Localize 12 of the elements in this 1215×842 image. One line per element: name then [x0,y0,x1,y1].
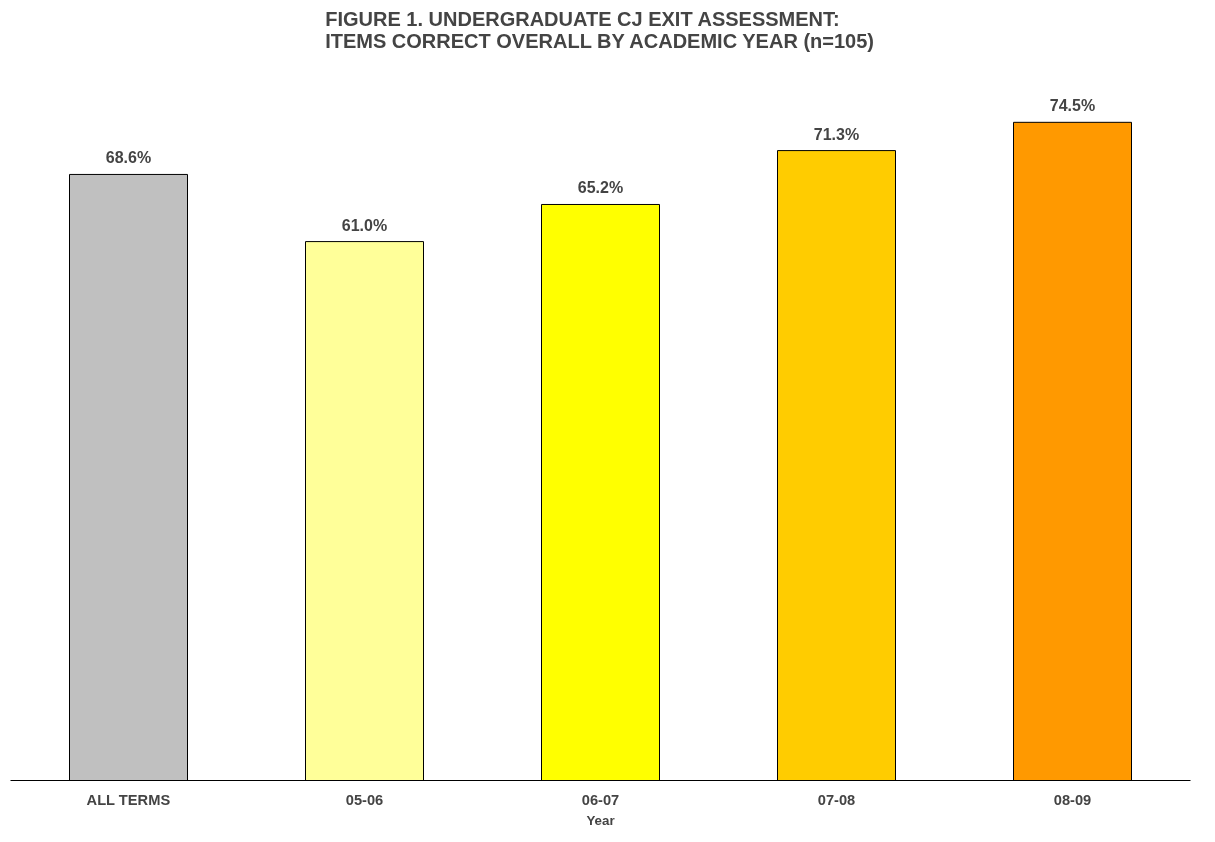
data-label: 71.3% [813,125,860,143]
x-axis-title: Year [586,812,615,828]
x-tick-label: 06-07 [581,791,620,808]
chart-title: FIGURE 1. UNDERGRADUATE CJ EXIT ASSESSMENT: ITEMS CORRECT OVERALL BY ACADEMIC YEAR (n=105) [325,7,874,52]
x-tick-label: 05-06 [345,791,384,808]
data-label: 68.6% [105,149,152,167]
x-tick-label: 07-08 [817,791,856,808]
data-label: 65.2% [577,179,624,197]
data-label: 61.0% [341,216,388,234]
x-tick-label: ALL TERMS [86,791,171,808]
x-tick-label: 08-09 [1053,791,1092,808]
data-label: 74.5% [1049,97,1096,115]
